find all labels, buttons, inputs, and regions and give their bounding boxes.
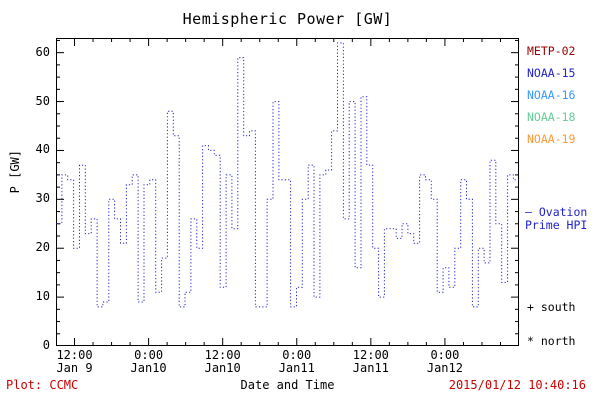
x-tick-label: 0:00 Jan11 bbox=[278, 348, 315, 375]
legend-item-noaa19: NOAA-19 bbox=[527, 132, 576, 146]
legend-item-noaa18: NOAA-18 bbox=[527, 110, 576, 124]
plot-border bbox=[56, 38, 519, 346]
hpi-data-series bbox=[56, 42, 519, 308]
x-tick-label: 0:00 Jan12 bbox=[426, 348, 463, 375]
x-tick-label: 12:00 Jan11 bbox=[352, 348, 389, 375]
plot-credit: Plot: CCMC bbox=[6, 378, 79, 392]
legend-item-noaa15: NOAA-15 bbox=[527, 66, 576, 80]
x-tick-label: 12:00 Jan 9 bbox=[56, 348, 93, 375]
y-tick-label: 30 bbox=[35, 191, 50, 206]
y-tick-label: 10 bbox=[35, 289, 50, 304]
x-tick-label: 0:00 Jan10 bbox=[130, 348, 167, 375]
y-tick-label: 40 bbox=[35, 142, 50, 157]
south-marker-label: + south bbox=[527, 300, 576, 314]
x-axis-label: Date and Time bbox=[240, 378, 335, 392]
satellite-legend: METP-02 NOAA-15 NOAA-16 NOAA-18 NOAA-19 bbox=[527, 44, 575, 154]
plot-area bbox=[56, 38, 519, 346]
y-tick-label: 20 bbox=[35, 240, 50, 255]
x-tick-label: 12:00 Jan10 bbox=[204, 348, 241, 375]
y-axis-label: P [GW] bbox=[8, 150, 22, 194]
ovation-line1: – Ovation bbox=[525, 205, 588, 219]
y-tick-label: 60 bbox=[35, 44, 50, 59]
north-marker-label: * north bbox=[527, 334, 576, 348]
legend-item-noaa16: NOAA-16 bbox=[527, 88, 576, 102]
chart-title: Hemispheric Power [GW] bbox=[182, 10, 393, 28]
y-tick-label: 0 bbox=[42, 338, 50, 352]
legend-item-metp02: METP-02 bbox=[527, 44, 576, 58]
y-tick-label: 50 bbox=[35, 93, 50, 108]
ovation-series-label: – Ovation Prime HPI bbox=[525, 206, 587, 232]
timestamp: 2015/01/12 10:40:16 bbox=[448, 378, 586, 392]
ovation-line2: Prime HPI bbox=[525, 218, 588, 232]
